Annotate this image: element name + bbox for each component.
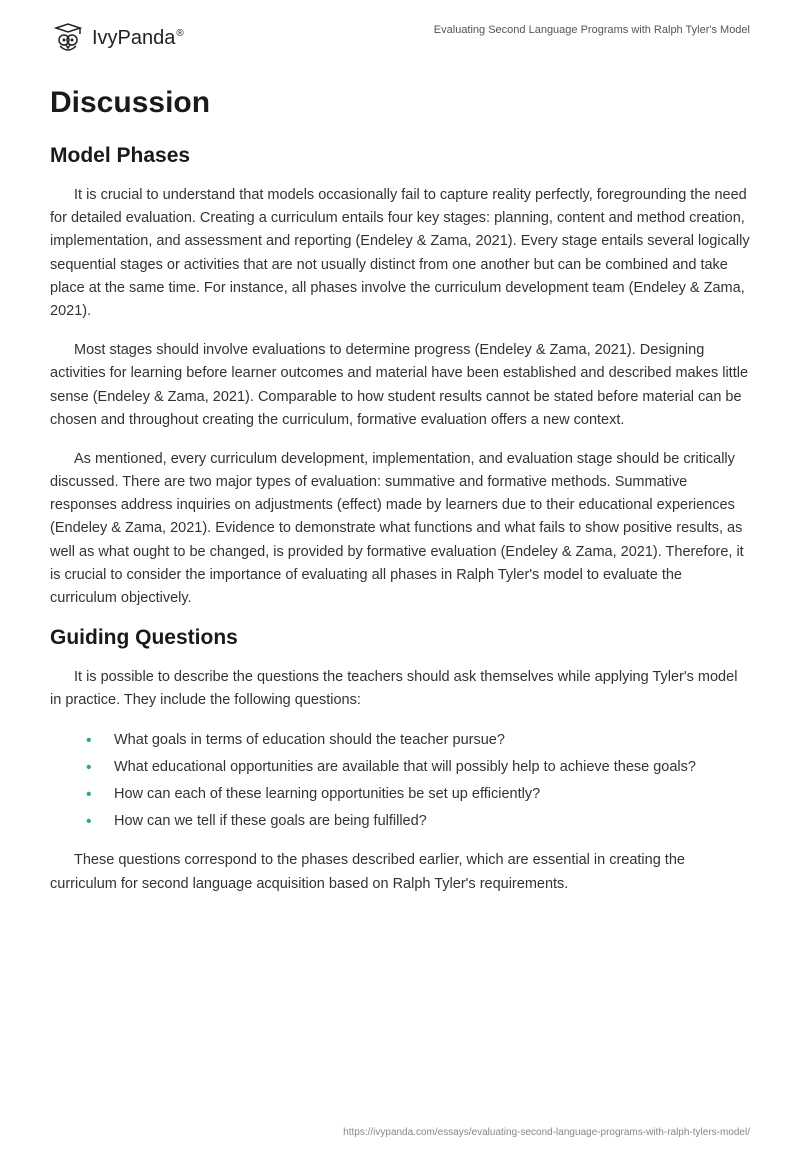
owl-icon [50, 20, 86, 56]
list-item: What educational opportunities are avail… [50, 756, 750, 779]
paragraph: Most stages should involve evaluations t… [50, 339, 750, 432]
paragraph: It is possible to describe the questions… [50, 666, 750, 712]
main-heading: Discussion [50, 86, 750, 120]
list-item: What goals in terms of education should … [50, 729, 750, 752]
paragraph: It is crucial to understand that models … [50, 184, 750, 323]
logo-name: IvyPanda [92, 27, 175, 49]
paragraph: As mentioned, every curriculum developme… [50, 448, 750, 610]
section-heading-phases: Model Phases [50, 144, 750, 168]
document-title: Evaluating Second Language Programs with… [434, 24, 750, 36]
page-header: IvyPanda® Evaluating Second Language Pro… [0, 0, 800, 66]
section-heading-questions: Guiding Questions [50, 626, 750, 650]
list-item: How can we tell if these goals are being… [50, 810, 750, 833]
logo-trademark: ® [176, 28, 183, 39]
logo-text: IvyPanda® [92, 27, 184, 50]
list-item: How can each of these learning opportuni… [50, 783, 750, 806]
footer-url: https://ivypanda.com/essays/evaluating-s… [343, 1127, 750, 1138]
logo: IvyPanda® [50, 20, 184, 56]
document-body: Discussion Model Phases It is crucial to… [0, 66, 800, 896]
paragraph: These questions correspond to the phases… [50, 849, 750, 895]
question-list: What goals in terms of education should … [50, 729, 750, 834]
